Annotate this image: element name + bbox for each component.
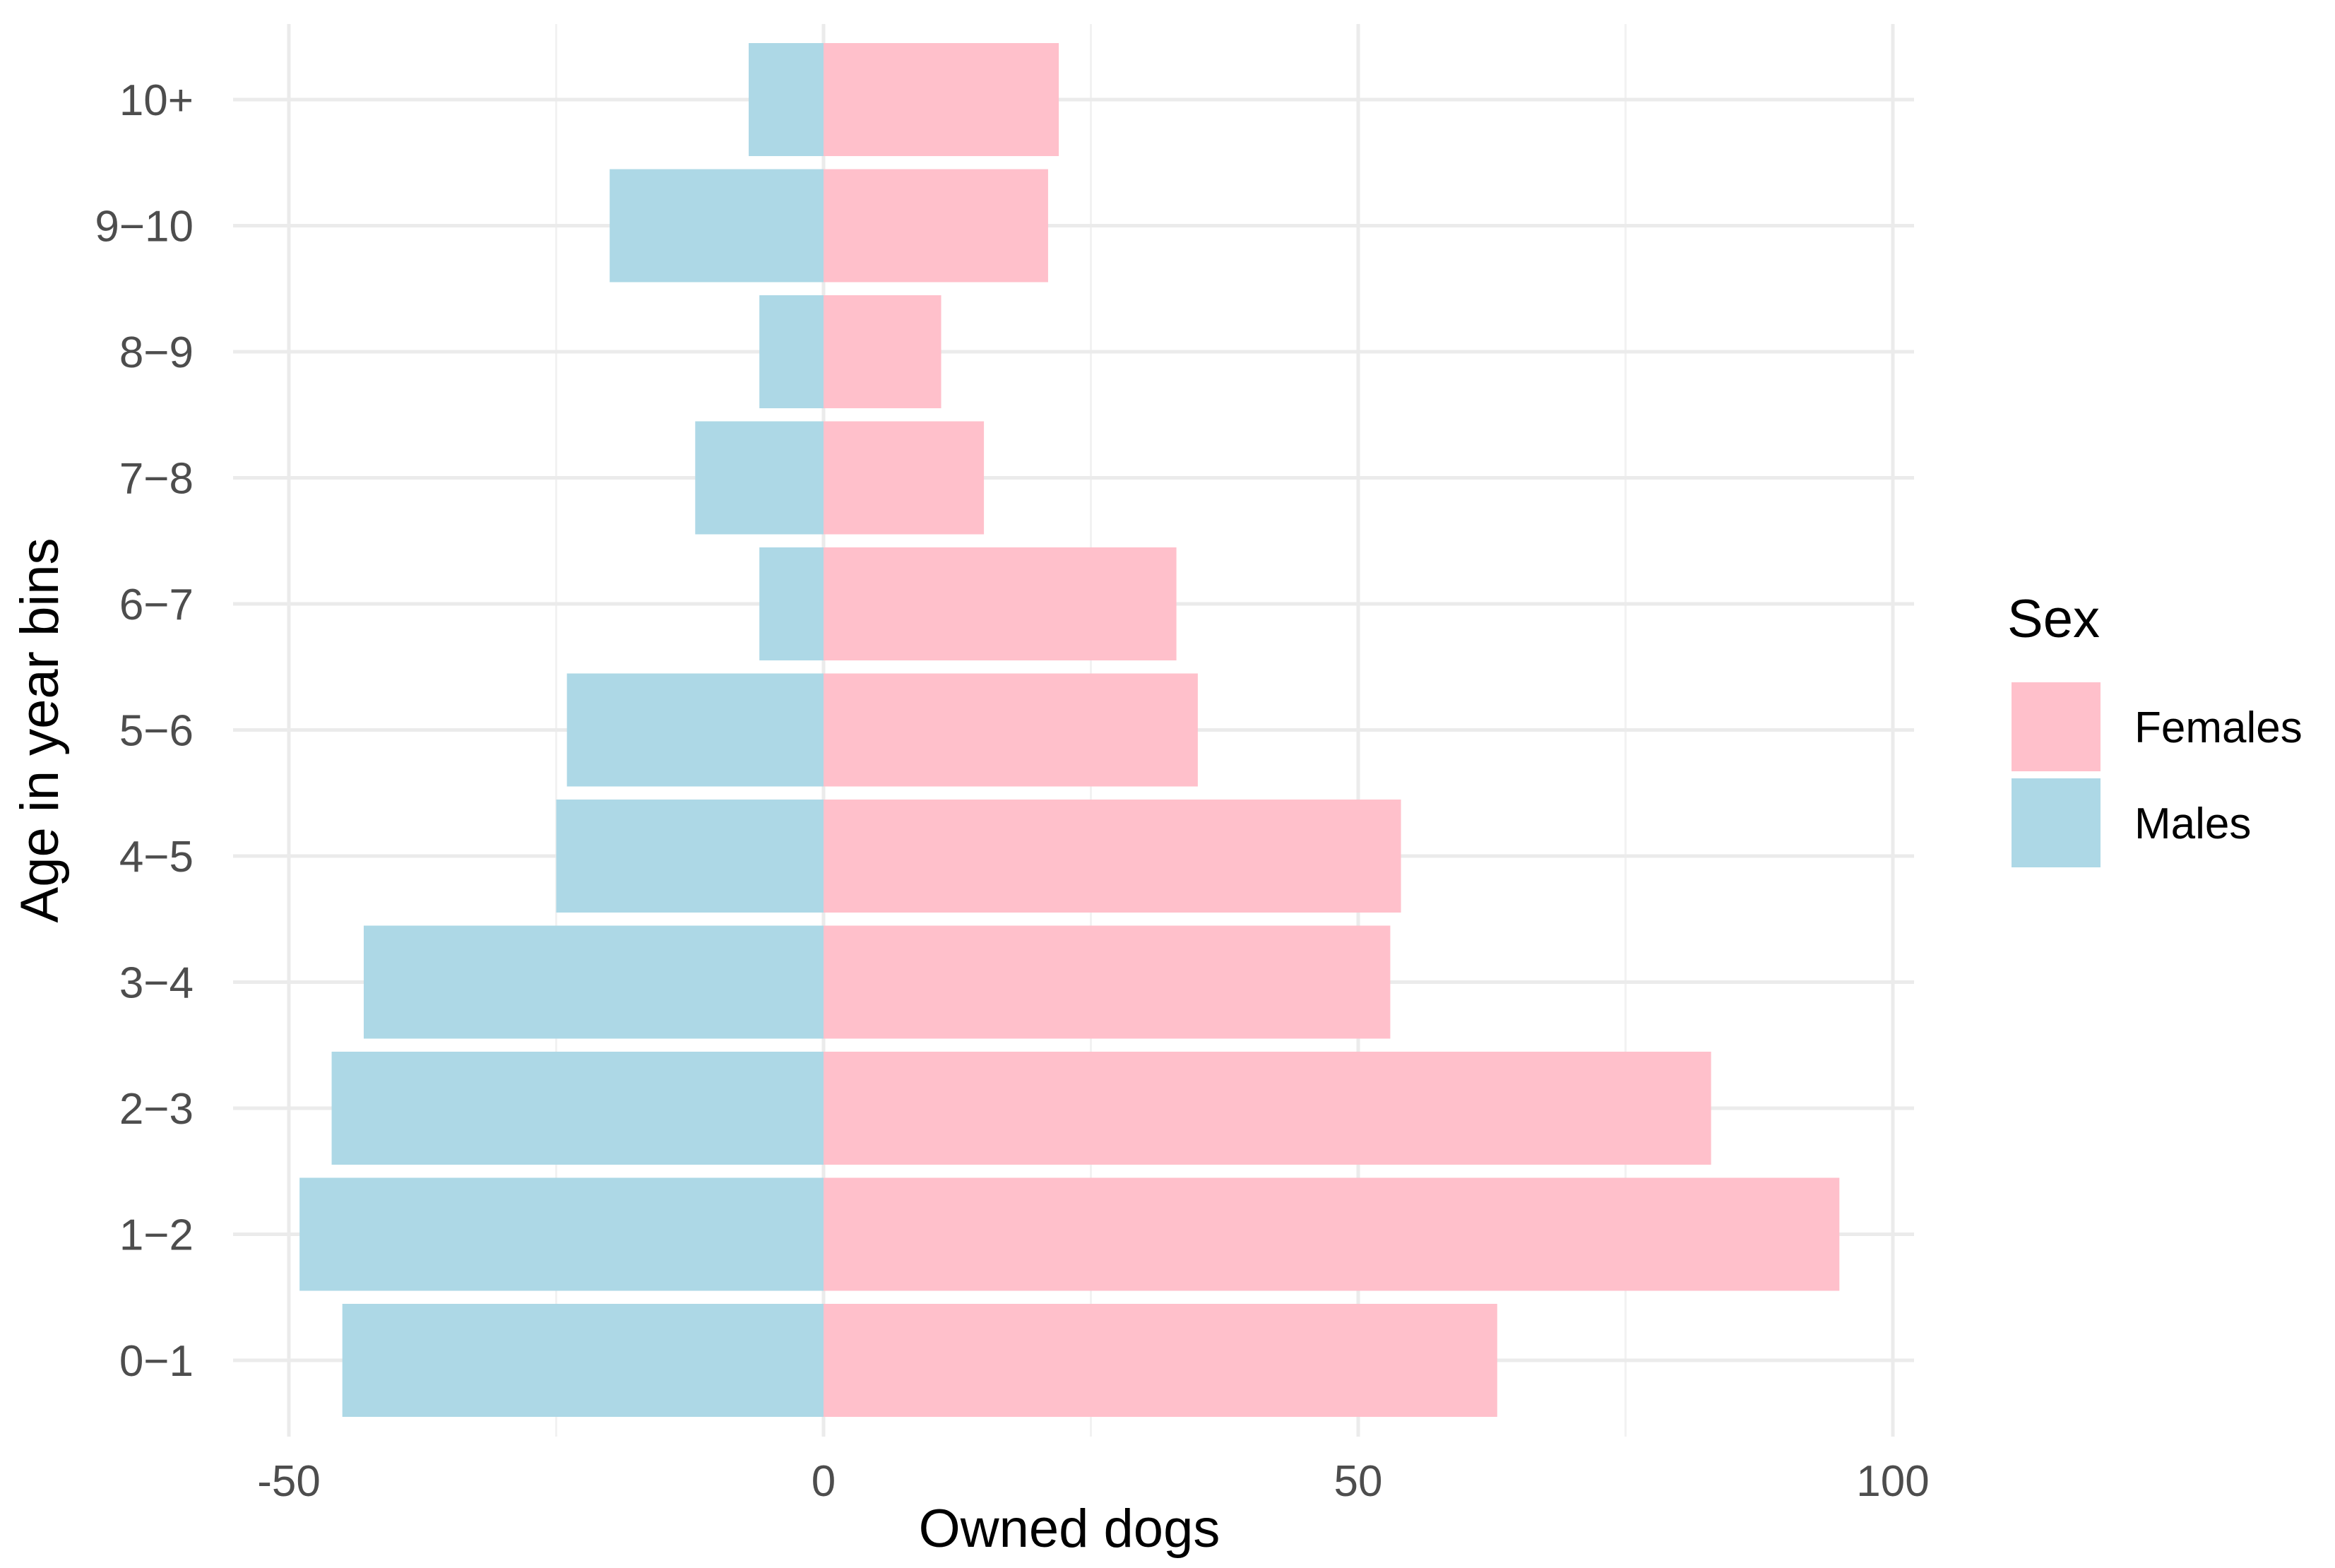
y-tick-label: 6−7 bbox=[119, 581, 194, 629]
x-axis-title: Owned dogs bbox=[919, 1499, 1220, 1559]
bar-females-5 bbox=[824, 673, 1198, 787]
bar-females-0 bbox=[824, 1304, 1497, 1417]
bar-females-7 bbox=[824, 421, 985, 535]
x-tick-label: 100 bbox=[1856, 1457, 1929, 1506]
legend-label-females: Females bbox=[2134, 703, 2303, 752]
bar-females-8 bbox=[824, 295, 941, 408]
bar-males-8 bbox=[759, 295, 824, 408]
y-tick-label: 10+ bbox=[119, 76, 194, 125]
x-tick-labels: -50 0 50 100 bbox=[257, 1457, 1930, 1506]
y-tick-label: 1−2 bbox=[119, 1211, 194, 1260]
y-tick-label: 0−1 bbox=[119, 1337, 194, 1386]
y-tick-labels: 0−1 1−2 2−3 3−4 4−5 5−6 6−7 7−8 8−9 9−10 10+ bbox=[95, 76, 194, 1386]
bar-males-6 bbox=[759, 547, 824, 660]
bar-females-10 bbox=[824, 43, 1059, 156]
legend-swatch-females bbox=[2012, 682, 2101, 771]
bar-males-5 bbox=[566, 673, 824, 787]
x-tick-label: -50 bbox=[257, 1457, 321, 1506]
bar-males-3 bbox=[363, 925, 824, 1039]
bar-females-6 bbox=[824, 547, 1177, 660]
y-tick-label: 9−10 bbox=[95, 203, 194, 251]
bars bbox=[299, 43, 1840, 1417]
y-tick-label: 8−9 bbox=[119, 328, 194, 377]
bar-males-7 bbox=[695, 421, 824, 535]
bar-females-9 bbox=[824, 169, 1048, 283]
legend: Sex Females Males bbox=[2007, 589, 2303, 867]
legend-items: Females Males bbox=[2012, 682, 2303, 867]
bar-males-2 bbox=[331, 1052, 824, 1165]
legend-label-males: Males bbox=[2134, 800, 2251, 848]
x-tick-label: 0 bbox=[812, 1457, 836, 1506]
legend-swatch-males bbox=[2012, 778, 2101, 867]
bar-females-4 bbox=[824, 800, 1401, 913]
bar-males-9 bbox=[610, 169, 824, 283]
bar-females-1 bbox=[824, 1177, 1840, 1291]
y-tick-label: 2−3 bbox=[119, 1085, 194, 1134]
bar-females-2 bbox=[824, 1052, 1711, 1165]
bar-males-10 bbox=[749, 43, 824, 156]
x-tick-label: 50 bbox=[1334, 1457, 1383, 1506]
bar-males-0 bbox=[342, 1304, 824, 1417]
bar-males-4 bbox=[556, 800, 824, 913]
y-tick-label: 7−8 bbox=[119, 455, 194, 504]
bar-males-1 bbox=[299, 1177, 824, 1291]
y-tick-label: 5−6 bbox=[119, 707, 194, 756]
y-tick-label: 3−4 bbox=[119, 959, 194, 1008]
legend-title: Sex bbox=[2007, 589, 2100, 649]
y-tick-label: 4−5 bbox=[119, 833, 194, 881]
y-axis-title: Age in year bins bbox=[10, 538, 70, 923]
bar-females-3 bbox=[824, 925, 1391, 1039]
